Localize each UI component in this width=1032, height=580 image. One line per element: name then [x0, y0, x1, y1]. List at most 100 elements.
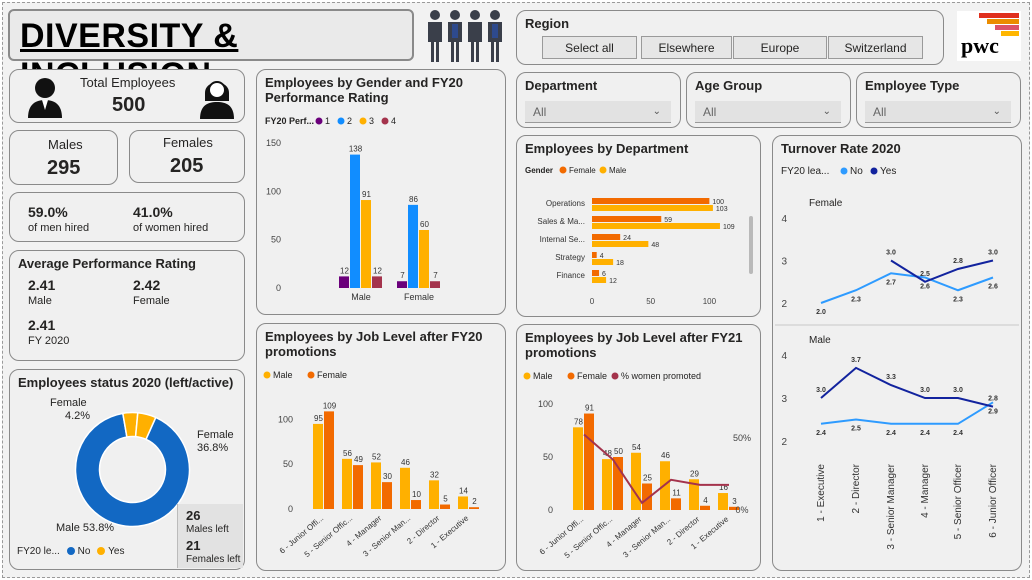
chevron-down-icon: ⌄	[822, 106, 831, 117]
turnover-card: Turnover Rate 2020 FY20 lea... No Yes Femal…	[772, 135, 1022, 571]
status-legend: FY20 le... No Yes	[17, 546, 125, 557]
turnover-ytick: 3	[781, 394, 787, 405]
job-fy20-ytick: 100	[278, 414, 293, 424]
turnover-line-no	[820, 272, 994, 304]
donut-label-female-big: Female	[197, 429, 234, 441]
job-fy20-bar	[313, 423, 323, 509]
job-fy20-data-label: 49	[354, 455, 363, 464]
turnover-data-label: 3.0	[816, 387, 826, 394]
gender-perf-bar	[397, 281, 407, 288]
gender-perf-ytick: 0	[276, 283, 281, 293]
job-fy21-ytick: 100	[538, 399, 553, 409]
job-fy21-data-label: 16	[719, 483, 728, 492]
turnover-data-label: 3.0	[886, 250, 896, 257]
left-counts-panel: 26 Males left 21 Females left	[177, 504, 243, 568]
job-fy20-ytick: 0	[288, 504, 293, 514]
performance-card: Average Performance Rating 2.41 Male 2.4…	[9, 250, 245, 361]
turnover-data-label: 2.3	[851, 296, 861, 303]
region-option-select-all[interactable]: Select all	[542, 36, 637, 59]
age-group-filter-title: Age Group	[695, 78, 763, 93]
department-dropdown[interactable]: All ⌄	[525, 101, 671, 123]
turnover-legend-yes-dot	[870, 167, 878, 175]
department-bar	[592, 270, 600, 276]
job-fy20-data-label: 109	[323, 401, 337, 410]
department-data-label: 12	[609, 278, 617, 285]
job-fy21-legend-dot	[611, 372, 619, 380]
employee-type-dropdown[interactable]: All ⌄	[865, 101, 1011, 123]
region-option-europe[interactable]: Europe	[733, 36, 827, 59]
department-legend-dot	[599, 166, 607, 174]
job-fy21-data-label: 25	[643, 474, 652, 483]
gender-perf-legend-label: 4	[391, 116, 396, 126]
job-fy20-legend-label: Male	[273, 370, 293, 380]
pwc-logo-text: pwc	[961, 33, 999, 58]
turnover-legend-yes: Yes	[880, 166, 896, 177]
job-fy20-bar	[458, 496, 468, 509]
gender-perf-bar	[372, 276, 382, 288]
job-fy20-title: Employees by Job Level after FY20 promot…	[265, 329, 483, 359]
gender-perf-xtick: Male	[351, 292, 371, 302]
department-filter-title: Department	[525, 78, 598, 93]
department-legend-title: Gender	[525, 166, 553, 175]
gender-perf-ytick: 150	[266, 138, 281, 148]
job-fy20-bar	[411, 500, 421, 509]
job-fy20-data-label: 10	[412, 490, 421, 499]
turnover-line-yes	[820, 366, 994, 408]
department-scrollbar[interactable]	[749, 216, 753, 274]
job-fy21-bar	[602, 459, 612, 510]
department-bar	[592, 252, 597, 258]
department-bar	[592, 205, 713, 211]
status-legend-yes-dot	[97, 547, 106, 556]
department-bar	[592, 234, 621, 240]
turnover-legend-no: No	[850, 166, 863, 177]
turnover-panel-label: Male	[809, 335, 831, 346]
gender-perf-legend-label: 2	[347, 116, 352, 126]
gender-perf-card: Employees by Gender and FY20 Performance…	[256, 69, 506, 315]
job-fy21-bar	[671, 498, 681, 510]
job-fy20-legend-label: Female	[317, 370, 347, 380]
donut-slice-yes-male	[134, 411, 157, 441]
performance-title: Average Performance Rating	[18, 256, 196, 271]
job-fy20-data-label: 32	[430, 470, 439, 479]
turnover-xtick: 3 - Senior Manager	[886, 463, 897, 549]
gender-perf-bar	[361, 200, 371, 288]
region-option-switzerland[interactable]: Switzerland	[828, 36, 923, 59]
perf-female-label: Female	[133, 295, 170, 307]
females-label: Females	[163, 135, 213, 150]
region-slicer: Region Select all Elsewhere Europe Switz…	[516, 10, 944, 65]
hired-card: 59.0% of men hired 41.0% of women hired	[9, 192, 245, 242]
turnover-data-label: 3.0	[953, 387, 963, 394]
gender-perf-chart: FY20 Perf... 1 2 3 4050100150121389112Male78…	[265, 116, 440, 302]
department-category-label: Internal Se...	[540, 235, 585, 244]
turnover-xtick: 1 - Executive	[816, 464, 827, 522]
turnover-data-label: 2.8	[988, 396, 998, 403]
employee-type-filter-title: Employee Type	[865, 78, 960, 93]
department-title: Employees by Department	[525, 141, 689, 156]
job-fy21-y2tick: 0%	[735, 505, 748, 515]
job-fy21-bar	[689, 479, 699, 510]
males-card: Males 295	[9, 130, 118, 185]
turnover-ytick: 2	[781, 299, 787, 310]
perf-female-value: 2.42	[133, 277, 161, 293]
turnover-xtick: 6 - Junior Officer	[988, 463, 999, 537]
job-fy21-data-label: 11	[672, 488, 681, 497]
gender-perf-ytick: 100	[266, 186, 281, 196]
job-fy20-legend-dot	[263, 371, 271, 379]
gender-perf-data-label: 7	[400, 271, 405, 280]
turnover-xtick: 2 - Director	[851, 463, 862, 513]
job-fy20-bar	[440, 504, 450, 509]
region-option-elsewhere[interactable]: Elsewhere	[641, 36, 732, 59]
department-dropdown-value: All	[533, 105, 547, 119]
gender-perf-bar	[430, 281, 440, 288]
gender-perf-data-label: 7	[433, 271, 438, 280]
donut-slice-no	[74, 412, 191, 528]
males-value: 295	[47, 157, 81, 179]
age-group-dropdown[interactable]: All ⌄	[695, 101, 841, 123]
department-xtick: 0	[590, 297, 595, 306]
turnover-ytick: 4	[781, 351, 787, 362]
gender-perf-legend-title: FY20 Perf...	[265, 116, 314, 126]
department-data-label: 24	[623, 235, 631, 242]
job-fy20-data-label: 95	[314, 414, 323, 423]
